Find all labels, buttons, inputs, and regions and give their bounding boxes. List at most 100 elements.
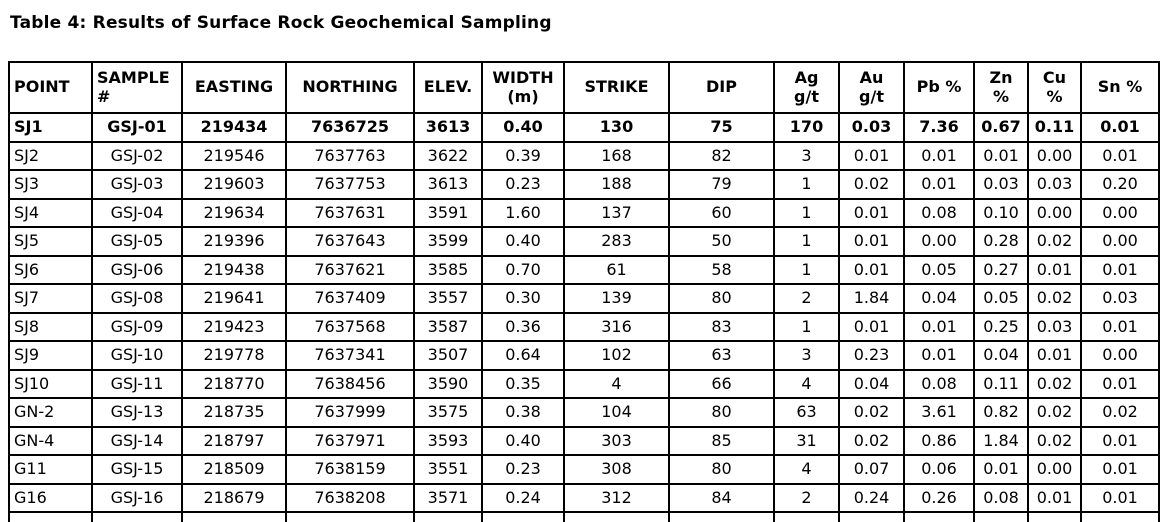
cell-point: SJ4 (8, 197, 93, 228)
column-header-strike: STRIKE (563, 61, 670, 114)
cell-pb-pct: 0.01 (903, 140, 975, 171)
cell-sample: GSJ-01 (91, 112, 183, 143)
cell-empty (973, 511, 1029, 522)
cell-au-gt: 0.24 (838, 482, 905, 513)
table-row: GN-2 GSJ-13 218735 7637999 3575 0.38 104 80 63 0.… (8, 397, 1160, 428)
table-row: SJ6 GSJ-06 219438 7637621 3585 0.70 61 58 1 0.01 0… (8, 254, 1160, 285)
table-row: SJ1 GSJ-01 219434 7636725 3613 0.40 130 75 170 0.… (8, 112, 1160, 143)
cell-width-m: 0.23 (481, 454, 565, 485)
cell-ag-gt: 1 (773, 311, 840, 342)
cell-au-gt: 0.01 (838, 197, 905, 228)
cell-point: G11 (8, 454, 93, 485)
cell-easting: 219778 (181, 340, 287, 371)
cell-northing: 7637763 (285, 140, 415, 171)
cell-width-m: 0.40 (481, 226, 565, 257)
cell-zn-pct: 0.10 (973, 197, 1029, 228)
cell-elev: 3557 (413, 283, 483, 314)
cell-strike: 130 (563, 112, 670, 143)
cell-sample: GSJ-02 (91, 140, 183, 171)
column-header-pb-pct: Pb % (903, 61, 975, 114)
cell-elev: 3599 (413, 226, 483, 257)
table-row: GN-4 GSJ-14 218797 7637971 3593 0.40 303 85 31 0.… (8, 425, 1160, 456)
cell-easting: 218735 (181, 397, 287, 428)
cell-ag-gt: 1 (773, 254, 840, 285)
table-row: SJ9 GSJ-10 219778 7637341 3507 0.64 102 63 3 0.23… (8, 340, 1160, 371)
cell-ag-gt: 2 (773, 283, 840, 314)
cell-sn-pct: 0.01 (1080, 254, 1160, 285)
cell-cu-pct: 0.02 (1027, 283, 1082, 314)
column-header-dip: DIP (668, 61, 775, 114)
cell-elev: 3613 (413, 112, 483, 143)
cell-cu-pct: 0.03 (1027, 311, 1082, 342)
cell-cu-pct: 0.00 (1027, 454, 1082, 485)
cell-sn-pct: 0.03 (1080, 283, 1160, 314)
cell-strike: 308 (563, 454, 670, 485)
cell-ag-gt: 1 (773, 169, 840, 200)
cell-sn-pct: 0.01 (1080, 311, 1160, 342)
cell-width-m: 0.24 (481, 482, 565, 513)
cell-sample: GSJ-05 (91, 226, 183, 257)
cell-pb-pct: 0.05 (903, 254, 975, 285)
cell-easting: 219396 (181, 226, 287, 257)
cell-width-m: 0.40 (481, 425, 565, 456)
table-row: G11 GSJ-15 218509 7638159 3551 0.23 308 80 4 0.07… (8, 454, 1160, 485)
column-header-point: POINT (8, 61, 93, 114)
cell-sn-pct: 0.00 (1080, 197, 1160, 228)
cell-au-gt: 0.07 (838, 454, 905, 485)
cell-dip: 63 (668, 340, 775, 371)
cell-dip: 84 (668, 482, 775, 513)
cell-pb-pct: 0.00 (903, 226, 975, 257)
cell-strike: 312 (563, 482, 670, 513)
cell-dip: 82 (668, 140, 775, 171)
cell-strike: 168 (563, 140, 670, 171)
cell-easting: 218797 (181, 425, 287, 456)
cell-ag-gt: 4 (773, 368, 840, 399)
cell-point: SJ2 (8, 140, 93, 171)
cell-sn-pct: 0.01 (1080, 140, 1160, 171)
cell-elev: 3575 (413, 397, 483, 428)
cell-strike: 4 (563, 368, 670, 399)
cell-point: SJ10 (8, 368, 93, 399)
cell-zn-pct: 0.08 (973, 482, 1029, 513)
cell-au-gt: 0.01 (838, 140, 905, 171)
cell-sn-pct: 0.20 (1080, 169, 1160, 200)
cell-strike: 283 (563, 226, 670, 257)
cell-zn-pct: 0.11 (973, 368, 1029, 399)
cell-pb-pct: 0.01 (903, 311, 975, 342)
cell-cu-pct: 0.00 (1027, 140, 1082, 171)
cell-sample: GSJ-16 (91, 482, 183, 513)
cell-dip: 80 (668, 283, 775, 314)
cell-northing: 7637341 (285, 340, 415, 371)
cell-dip: 80 (668, 397, 775, 428)
cell-strike: 188 (563, 169, 670, 200)
cell-pb-pct: 0.04 (903, 283, 975, 314)
cell-easting: 219423 (181, 311, 287, 342)
cell-elev: 3622 (413, 140, 483, 171)
cell-au-gt: 0.02 (838, 169, 905, 200)
column-header-ag-gt: Ag g/t (773, 61, 840, 114)
cell-pb-pct: 0.08 (903, 368, 975, 399)
cell-zn-pct: 1.84 (973, 425, 1029, 456)
cell-au-gt: 0.04 (838, 368, 905, 399)
cell-sn-pct: 0.01 (1080, 454, 1160, 485)
cell-easting: 219546 (181, 140, 287, 171)
table-row: SJ4 GSJ-04 219634 7637631 3591 1.60 137 60 1 0.01… (8, 197, 1160, 228)
cell-pb-pct: 0.01 (903, 169, 975, 200)
cell-dip: 85 (668, 425, 775, 456)
cell-width-m: 0.64 (481, 340, 565, 371)
cell-ag-gt: 1 (773, 226, 840, 257)
cell-au-gt: 0.01 (838, 226, 905, 257)
cell-au-gt: 0.02 (838, 397, 905, 428)
cell-width-m: 0.39 (481, 140, 565, 171)
cell-easting: 219634 (181, 197, 287, 228)
cell-easting: 219434 (181, 112, 287, 143)
cell-dip: 75 (668, 112, 775, 143)
cell-point: G16 (8, 482, 93, 513)
cell-ag-gt: 4 (773, 454, 840, 485)
cell-point: SJ6 (8, 254, 93, 285)
cell-easting: 218770 (181, 368, 287, 399)
cell-ag-gt: 170 (773, 112, 840, 143)
cell-cu-pct: 0.00 (1027, 197, 1082, 228)
cell-empty (773, 511, 840, 522)
